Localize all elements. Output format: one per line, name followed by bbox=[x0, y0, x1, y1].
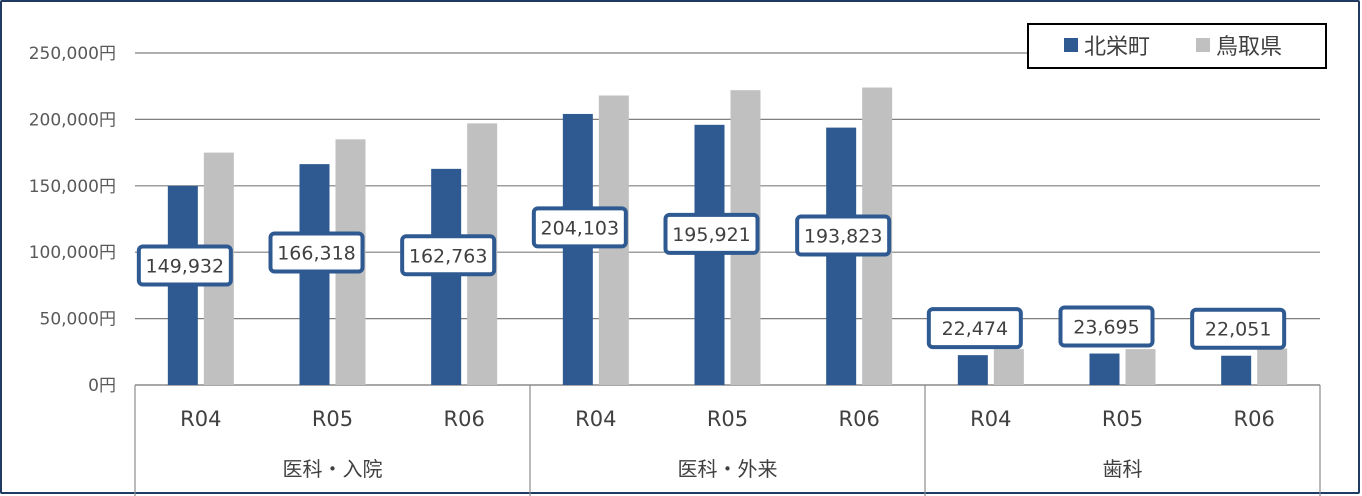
data-label: 22,474 bbox=[942, 318, 1008, 340]
x-tick-label: R06 bbox=[444, 407, 485, 431]
x-tick-label: R06 bbox=[1234, 407, 1275, 431]
y-tick-label: 100,000円 bbox=[29, 243, 116, 263]
data-label-box bbox=[1190, 307, 1287, 350]
data-label: 193,823 bbox=[804, 226, 883, 248]
bar-kitaei bbox=[694, 124, 725, 386]
data-label: 149,932 bbox=[146, 256, 225, 278]
data-label-box bbox=[663, 212, 760, 255]
bar-tottori bbox=[993, 349, 1024, 385]
x-tick-label: R05 bbox=[707, 407, 748, 431]
bar-kitaei bbox=[957, 355, 988, 385]
x-tick-label: R04 bbox=[970, 407, 1011, 431]
legend-swatch bbox=[1196, 38, 1210, 52]
data-label: 23,695 bbox=[1073, 317, 1139, 339]
data-label-box bbox=[1058, 305, 1155, 348]
y-tick-label: 250,000円 bbox=[29, 44, 116, 64]
data-label-box bbox=[400, 234, 497, 277]
legend-label: 北栄町 bbox=[1084, 35, 1150, 60]
bar-kitaei bbox=[1089, 353, 1120, 385]
x-tick-label: R05 bbox=[312, 407, 353, 431]
data-label-box bbox=[531, 206, 628, 249]
data-label-box bbox=[795, 214, 892, 257]
data-label: 22,051 bbox=[1205, 319, 1271, 341]
data-label: 166,318 bbox=[277, 242, 356, 264]
data-label: 195,921 bbox=[672, 224, 751, 246]
x-tick-label: R04 bbox=[575, 407, 616, 431]
x-tick-label: R04 bbox=[180, 407, 221, 431]
bar-tottori bbox=[1257, 348, 1288, 385]
group-label: 歯科 bbox=[1103, 457, 1143, 481]
y-tick-label: 0円 bbox=[88, 376, 116, 396]
data-label-box bbox=[268, 231, 365, 274]
data-label: 204,103 bbox=[541, 217, 620, 239]
bar-kitaei bbox=[1221, 355, 1252, 385]
bar-kitaei bbox=[431, 168, 462, 385]
data-label: 162,763 bbox=[409, 245, 488, 267]
bar-kitaei bbox=[299, 164, 330, 385]
bar-kitaei bbox=[562, 113, 593, 385]
data-label-box bbox=[136, 244, 233, 287]
group-label: 医科・入院 bbox=[283, 457, 383, 481]
legend-swatch bbox=[1064, 38, 1078, 52]
x-tick-label: R05 bbox=[1102, 407, 1143, 431]
data-label-box bbox=[926, 307, 1023, 350]
legend-label: 鳥取県 bbox=[1216, 35, 1282, 60]
y-tick-label: 150,000円 bbox=[29, 177, 116, 197]
group-label: 医科・外来 bbox=[678, 457, 778, 481]
y-tick-label: 200,000円 bbox=[29, 110, 116, 130]
bar-tottori bbox=[1125, 349, 1156, 385]
y-tick-label: 50,000円 bbox=[40, 310, 116, 330]
x-tick-label: R06 bbox=[839, 407, 880, 431]
